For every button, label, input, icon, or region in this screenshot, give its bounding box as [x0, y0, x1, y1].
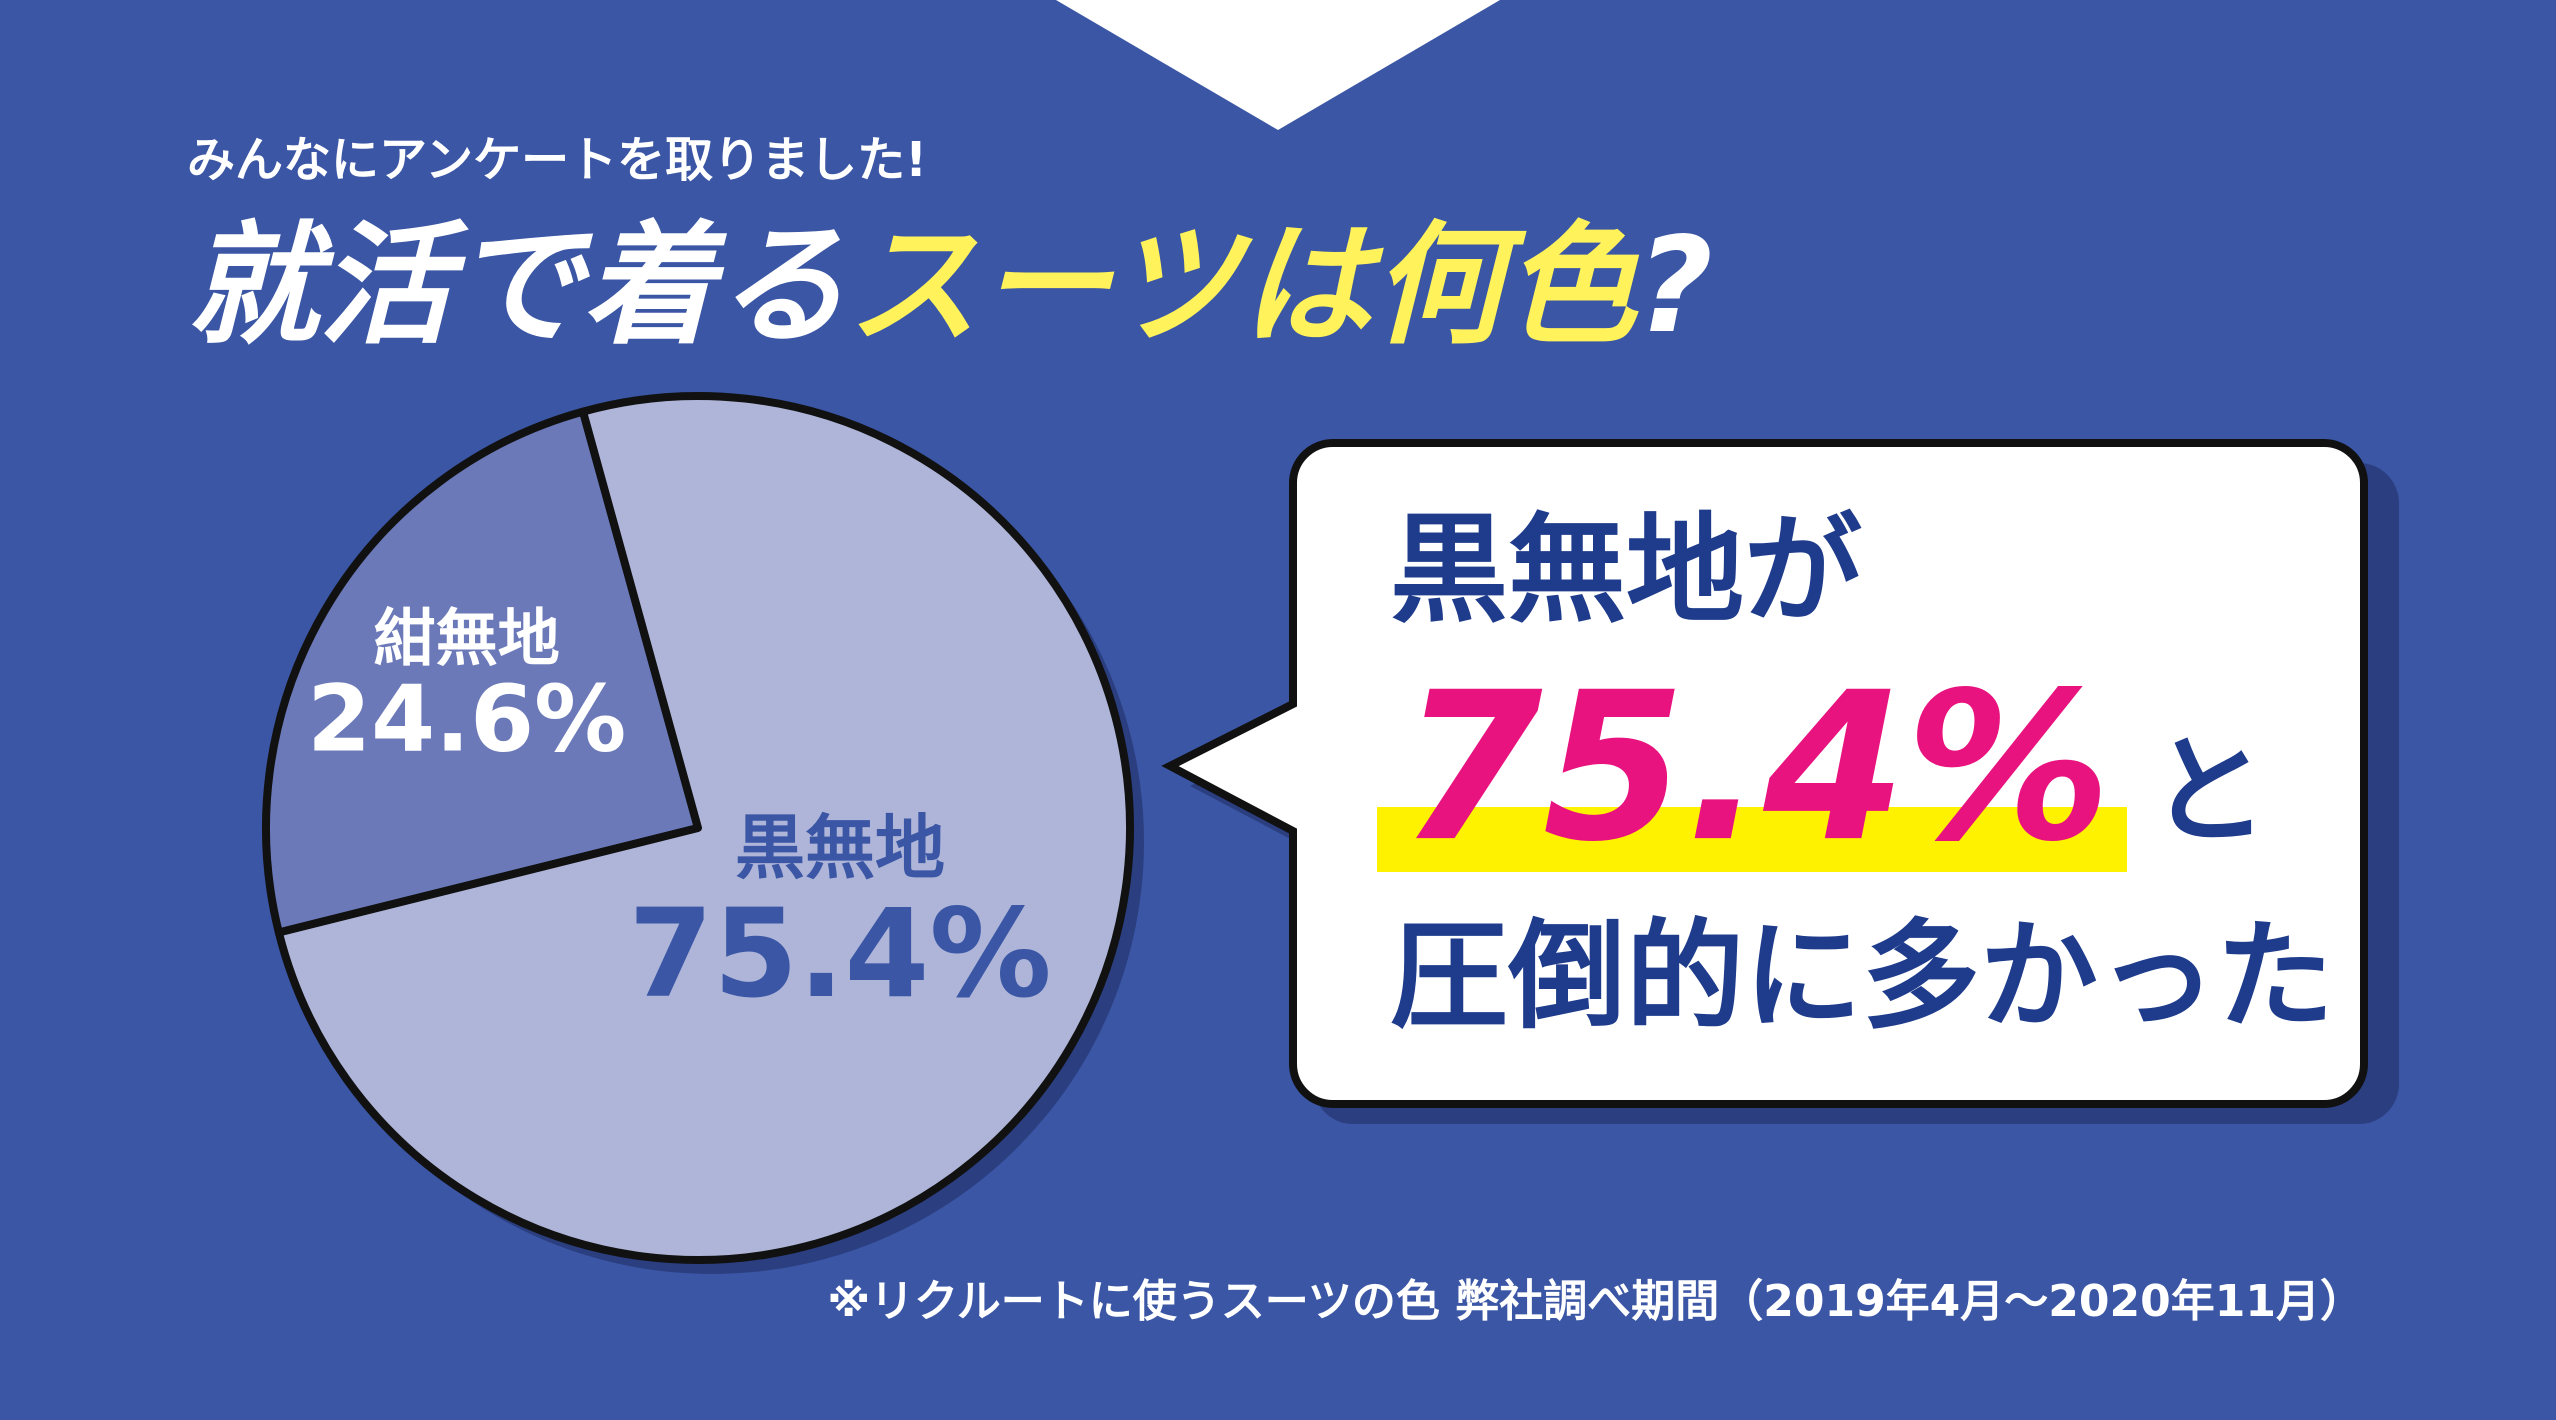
- callout-highlight: 75.4%: [1400, 649, 2111, 887]
- title: 就活で着るスーツは何色?: [187, 209, 1713, 363]
- slice-value: 24.6%: [307, 666, 626, 773]
- callout: 黒無地が 75.4% と 圧倒的に多かった: [1161, 439, 2399, 1124]
- callout-text: 圧倒的に多かった: [1390, 907, 2334, 1045]
- highlight: [1377, 807, 2127, 872]
- slice-value: 75.4%: [628, 883, 1051, 1025]
- title-part: スーツは何色: [847, 209, 1639, 363]
- title-part: ?: [1636, 209, 1713, 363]
- pie-slice: [262, 407, 702, 937]
- top-notch: [1056, 0, 1500, 130]
- callout-box: [1161, 439, 2368, 1108]
- footnote: ※リクルートに使うスーツの色 弊社調べ期間（2019年4月～2020年11月）: [827, 1276, 2364, 1327]
- slice-label: 黒無地: [735, 807, 945, 889]
- pie-slice: [274, 392, 1134, 1264]
- subtitle: みんなにアンケートを取りました!: [187, 132, 927, 188]
- title-part: 就活で着る: [187, 209, 847, 363]
- callout-text: と: [2150, 722, 2268, 860]
- callout-text: 黒無地が: [1390, 501, 1862, 639]
- slice-label: 紺無地: [374, 601, 560, 674]
